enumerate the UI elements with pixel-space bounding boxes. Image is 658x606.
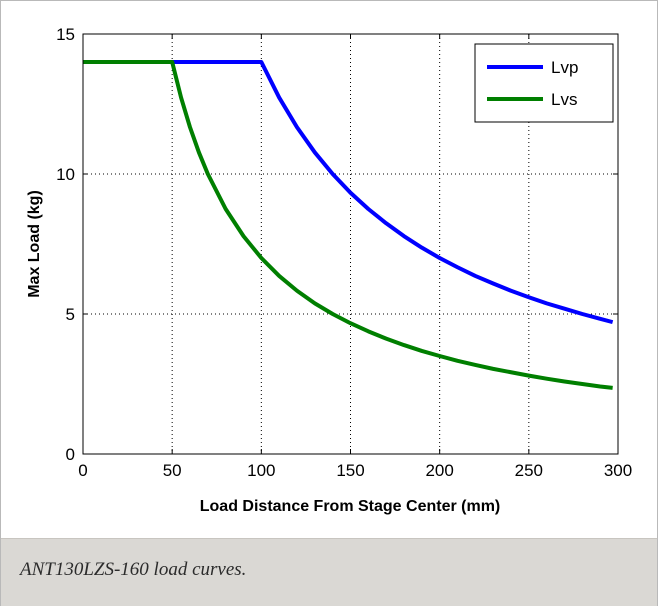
figure-caption: ANT130LZS-160 load curves. — [20, 559, 247, 580]
x-tick-label: 250 — [515, 461, 543, 480]
y-axis-title: Max Load (kg) — [26, 190, 43, 298]
series-layer — [83, 60, 614, 390]
legend-box — [474, 43, 614, 123]
x-tick-label: 50 — [163, 461, 182, 480]
y-tick-label: 10 — [56, 165, 75, 184]
x-tick-label: 100 — [247, 461, 275, 480]
y-tick-label: 0 — [66, 445, 75, 464]
y-tick-label: 5 — [66, 305, 75, 324]
series-line-lvp — [83, 60, 614, 325]
y-tick-label: 15 — [56, 25, 75, 44]
tick-layer: 0 50 100 150 200 250 300 0 5 10 15 — [56, 25, 632, 480]
caption-bar: ANT130LZS-160 load curves. — [1, 538, 657, 606]
load-curve-chart: 0 50 100 150 200 250 300 0 5 10 15 Load Distance F… — [26, 25, 632, 515]
x-tick-label: 200 — [425, 461, 453, 480]
x-axis-title: Load Distance From Stage Center (mm) — [200, 498, 501, 515]
plot-area: 0 50 100 150 200 250 300 0 5 10 15 Load Distance F… — [1, 1, 657, 537]
legend: Lvp Lvs — [474, 43, 614, 123]
x-tick-label: 0 — [78, 461, 87, 480]
axes-frame — [82, 33, 619, 455]
x-tick-label: 150 — [336, 461, 364, 480]
series-line-lvs — [83, 60, 613, 390]
legend-label-lvp: Lvp — [551, 58, 578, 77]
legend-label-lvs: Lvs — [551, 90, 577, 109]
x-tick-label: 300 — [604, 461, 632, 480]
